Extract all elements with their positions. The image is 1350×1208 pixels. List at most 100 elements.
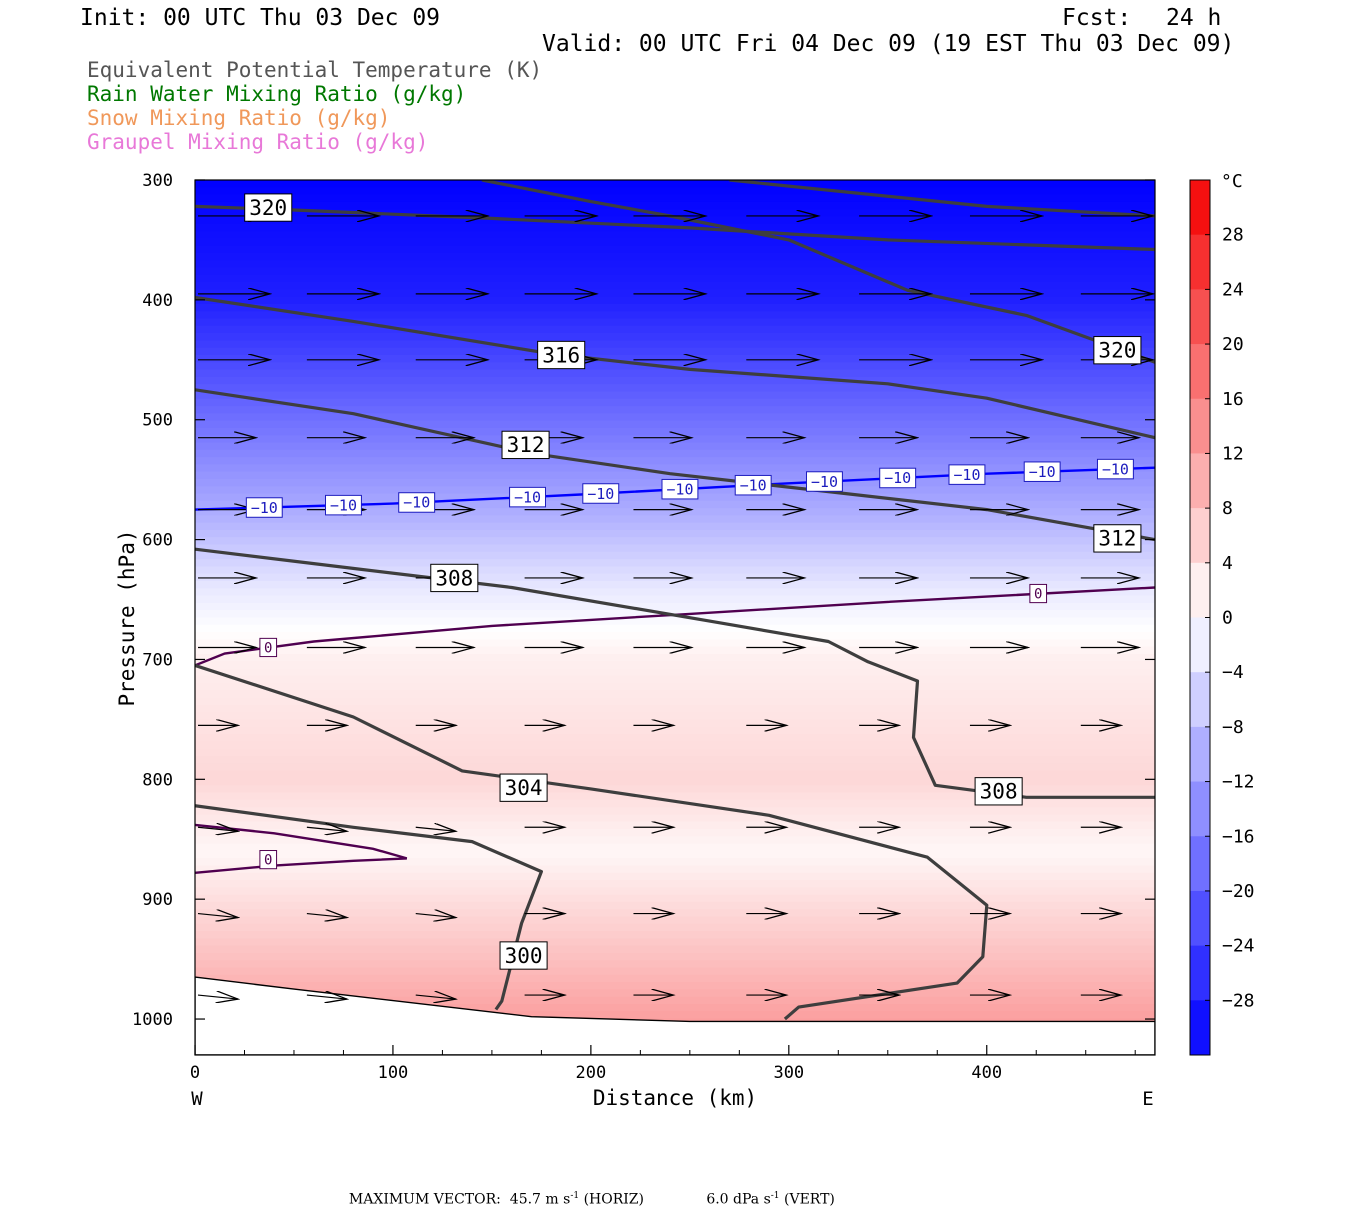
- temperature-band: [195, 522, 1155, 531]
- svg-text:−10: −10: [251, 499, 278, 517]
- colorbar-swatch: [1190, 180, 1210, 236]
- y-tick-label: 900: [142, 890, 173, 910]
- x-direction-west: W: [191, 1088, 203, 1110]
- isotherm-label: 0: [259, 850, 278, 870]
- x-tick-label: 0: [190, 1063, 200, 1083]
- temperature-band: [195, 683, 1155, 692]
- temperature-band: [195, 252, 1155, 261]
- x-direction-east: E: [1142, 1088, 1153, 1110]
- svg-text:−10: −10: [811, 473, 838, 491]
- theta-e-label: 308: [430, 563, 479, 593]
- theta-e-label: 316: [537, 340, 586, 370]
- temperature-band: [195, 530, 1155, 538]
- temperature-band: [195, 697, 1155, 706]
- temperature-band: [195, 398, 1155, 407]
- colorbar-tick-label: 20: [1222, 334, 1244, 355]
- colorbar-swatch: [1190, 508, 1210, 564]
- temperature-band: [195, 799, 1155, 808]
- x-tick-label: 200: [576, 1063, 607, 1083]
- temperature-band: [195, 639, 1155, 648]
- temperature-band: [195, 194, 1155, 203]
- axes: 0 100 200 300 400 300 400 500 600 700 800 900 1000: [132, 171, 1155, 1083]
- x-tick-label: 100: [378, 1063, 409, 1083]
- colorbar-tick-label: −20: [1222, 881, 1255, 902]
- temperature-band: [195, 201, 1155, 210]
- temperature-band: [195, 435, 1155, 444]
- temperature-band: [195, 384, 1155, 393]
- temperature-band: [195, 442, 1155, 451]
- y-tick-label: 400: [142, 291, 173, 311]
- svg-text:−10: −10: [1029, 463, 1056, 481]
- svg-text:316: 316: [542, 343, 580, 367]
- colorbar-swatch: [1190, 234, 1210, 290]
- svg-text:0: 0: [264, 853, 272, 869]
- svg-text:−10: −10: [666, 480, 693, 498]
- temperature-band: [195, 325, 1155, 334]
- temperature-band: [195, 952, 1155, 961]
- theta-e-contour: [195, 804, 543, 1011]
- temperature-band: [195, 865, 1155, 874]
- colorbar-swatch: [1190, 890, 1210, 947]
- wind-vector: [197, 827, 238, 831]
- temperature-band: [195, 741, 1155, 750]
- colorbar-tick-label: −16: [1222, 826, 1255, 847]
- footer-vert-exp: -1: [770, 1191, 780, 1201]
- wind-vector: [306, 995, 347, 999]
- colorbar-tick-label: −24: [1222, 936, 1255, 957]
- isotherm-label: −10: [661, 478, 699, 500]
- isotherm-label: −10: [398, 492, 436, 513]
- colorbar-swatch: [1190, 398, 1210, 454]
- colorbar-tick-label: 16: [1222, 389, 1244, 410]
- temperature-band: [195, 566, 1155, 575]
- temperature-band: [195, 974, 1155, 983]
- colorbar-swatch: [1190, 617, 1210, 673]
- colorbar-tick-label: −28: [1222, 990, 1255, 1011]
- isotherm-label: 0: [259, 637, 278, 658]
- temperature-band: [195, 858, 1155, 867]
- temperature-band: [195, 945, 1155, 954]
- temperature-band: [195, 267, 1155, 276]
- temperature-band: [195, 748, 1155, 757]
- y-tick-label: 1000: [132, 1010, 173, 1030]
- colorbar-swatch: [1190, 672, 1210, 728]
- x-axis-title: Distance (km): [593, 1086, 757, 1110]
- temperature-band: [195, 982, 1155, 990]
- temperature-band: [195, 712, 1155, 721]
- svg-text:−10: −10: [330, 496, 357, 514]
- y-axis-title: Pressure (hPa): [115, 529, 139, 706]
- legend-graupel: Graupel Mixing Ratio (g/kg): [87, 130, 429, 154]
- colorbar-swatch: [1190, 289, 1210, 345]
- temperature-band: [195, 705, 1155, 713]
- temperature-band: [195, 923, 1155, 932]
- y-tick-label: 500: [142, 411, 173, 431]
- colorbar-tick-label: 4: [1222, 553, 1233, 574]
- theta-e-contour: [729, 180, 1155, 218]
- temperature-band: [195, 449, 1155, 458]
- temperature-band: [195, 894, 1155, 903]
- temperature-band: [195, 880, 1155, 888]
- temperature-band: [195, 282, 1155, 290]
- max-vector-footer: MAXIMUM VECTOR: 45.7 m s-1 (HORIZ) 6.0 d…: [340, 1175, 835, 1208]
- temperature-band: [195, 661, 1155, 670]
- temperature-band: [195, 726, 1155, 735]
- svg-text:0: 0: [1034, 586, 1042, 602]
- temperature-band: [195, 340, 1155, 349]
- colorbar-swatch: [1190, 726, 1210, 783]
- svg-text:308: 308: [980, 780, 1018, 804]
- forecast-label: Fcst:: [1062, 5, 1132, 31]
- colorbar-tick-label: 28: [1222, 225, 1244, 246]
- svg-text:−10: −10: [884, 469, 911, 487]
- svg-text:312: 312: [507, 433, 545, 457]
- temperature-band: [195, 960, 1155, 969]
- temperature-band: [195, 406, 1155, 414]
- temperature-band: [195, 551, 1155, 560]
- forecast-hours: 24 h: [1166, 5, 1222, 31]
- temperature-band: [195, 588, 1155, 597]
- colorbar-swatch: [1190, 562, 1210, 618]
- wind-vector: [415, 995, 456, 999]
- temperature-band: [195, 602, 1155, 611]
- temperature-band: [195, 515, 1155, 524]
- cross-section-chart: −10 −10 −10 −10 −10 −10 −10 −10 −10 −10 −10 −10 0 0 0 3…: [115, 171, 1255, 1110]
- temperature-band: [195, 872, 1155, 881]
- temperature-band: [195, 347, 1155, 356]
